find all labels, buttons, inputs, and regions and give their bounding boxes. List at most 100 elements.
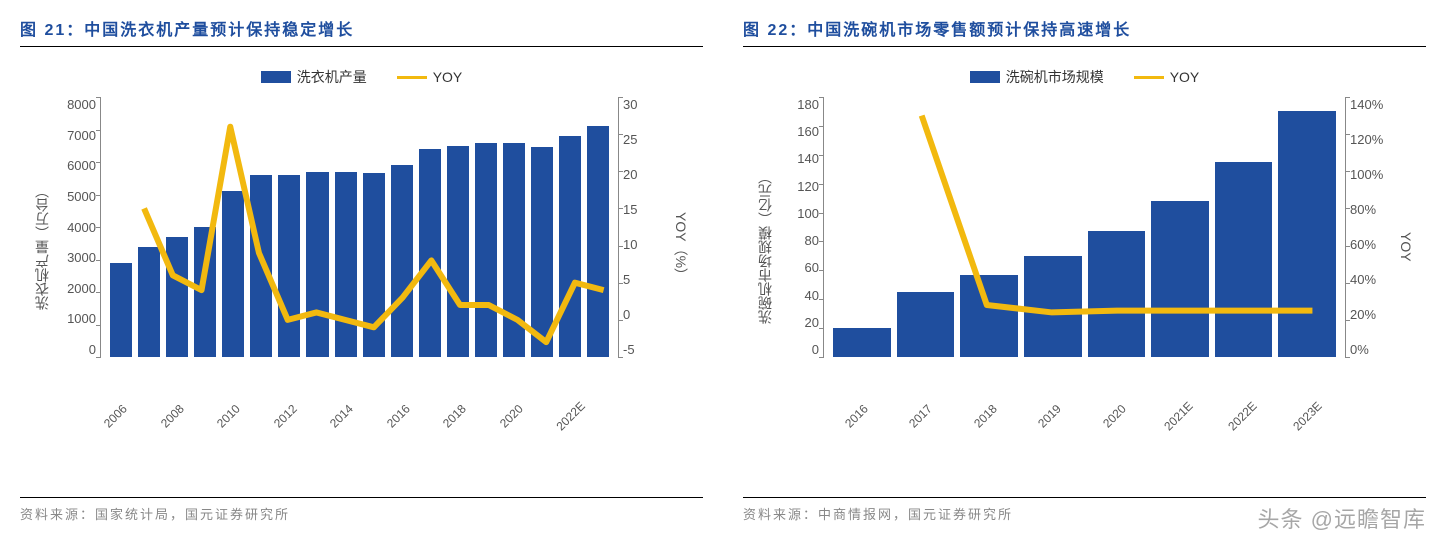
y-tick: 120 xyxy=(777,179,819,194)
chart-left-body: 洗衣机产量 YOY 洗衣机产量（万台） 8000 7000 6000 5000 4000… xyxy=(20,47,703,447)
y-tick: 100% xyxy=(1350,167,1396,182)
y-axis-right-r: 140%120%100%80%60%40%20%0% xyxy=(1346,97,1396,357)
y-tick: 20 xyxy=(777,315,819,330)
source-left: 资料来源：国家统计局，国元证券研究所 xyxy=(20,497,703,523)
line-right xyxy=(824,97,1345,357)
x-tick: 2023E xyxy=(1279,388,1334,443)
legend-bar-right: 洗碗机市场规模 xyxy=(970,67,1104,87)
y-tick: 140 xyxy=(777,151,819,166)
legend-line-label: YOY xyxy=(433,69,463,85)
x-tick: 2018 xyxy=(439,401,469,431)
x-axis-left: 200620082010201220142016201820202022E xyxy=(96,397,623,411)
y-tick: 180 xyxy=(777,97,819,112)
x-tick: 2016 xyxy=(829,388,884,443)
y-tick: 4000 xyxy=(54,220,96,235)
x-tick: 2020 xyxy=(1086,388,1141,443)
chart-left: 图 21：中国洗衣机产量预计保持稳定增长 洗衣机产量 YOY 洗衣机产量（万台）… xyxy=(20,10,703,447)
legend-line-left: YOY xyxy=(397,67,463,87)
y-tick: 0 xyxy=(623,307,669,322)
line-left xyxy=(101,97,618,357)
y-tick: 5 xyxy=(623,272,669,287)
y-tick: 15 xyxy=(623,202,669,217)
y-tick: 20% xyxy=(1350,307,1396,322)
y-tick: 8000 xyxy=(54,97,96,112)
yoy-line xyxy=(144,127,604,342)
y-tick: 160 xyxy=(777,124,819,139)
y-tick: 60 xyxy=(777,260,819,275)
x-axis-right: 201620172018201920202021E2022E2023E xyxy=(819,397,1346,411)
line-swatch-icon xyxy=(1134,76,1164,79)
y-tick: 80% xyxy=(1350,202,1396,217)
chart-right-legend: 洗碗机市场规模 YOY xyxy=(753,67,1416,87)
y-tick: 2000 xyxy=(54,281,96,296)
y-tick: 0 xyxy=(54,342,96,357)
plot-area-right xyxy=(823,97,1346,357)
y-left-label-r: 洗碗机市场规模（亿元） xyxy=(753,97,777,397)
x-tick: 2022E xyxy=(553,399,587,433)
y-axis-left-r: 180 160 140 120 100 80 60 40 20 0 xyxy=(777,97,823,357)
y-tick: 3000 xyxy=(54,250,96,265)
x-tick: 2020 xyxy=(496,401,526,431)
x-tick xyxy=(411,401,441,431)
chart-right-title: 图 22：中国洗碗机市场零售额预计保持高速增长 xyxy=(743,10,1426,47)
bar-swatch-icon xyxy=(261,71,291,83)
x-tick xyxy=(298,401,328,431)
y-tick: 0 xyxy=(777,342,819,357)
chart-right-body: 洗碗机市场规模 YOY 洗碗机市场规模（亿元） 180 160 140 120 100 8… xyxy=(743,47,1426,447)
x-tick: 2016 xyxy=(383,401,413,431)
y-tick: 40 xyxy=(777,288,819,303)
chart-left-legend: 洗衣机产量 YOY xyxy=(30,67,693,87)
legend-bar-label: 洗碗机市场规模 xyxy=(1006,67,1104,87)
x-tick xyxy=(524,401,554,431)
plot-wrap-right: 洗碗机市场规模（亿元） 180 160 140 120 100 80 60 40 20 0 140… xyxy=(753,97,1416,397)
y-axis-right: 30 25 20 15 10 5 0 -5 xyxy=(619,97,669,357)
plot-area-left xyxy=(100,97,619,357)
chart-left-title: 图 21：中国洗衣机产量预计保持稳定增长 xyxy=(20,10,703,47)
x-tick: 2022E xyxy=(1215,388,1270,443)
x-tick xyxy=(185,401,215,431)
watermark: 头条 @远瞻智库 xyxy=(1258,502,1426,534)
y-tick: 100 xyxy=(777,206,819,221)
charts-row: 图 21：中国洗衣机产量预计保持稳定增长 洗衣机产量 YOY 洗衣机产量（万台）… xyxy=(20,10,1426,447)
y-tick: 25 xyxy=(623,132,669,147)
y-left-label: 洗衣机产量（万台） xyxy=(30,97,54,397)
legend-line-label: YOY xyxy=(1170,69,1200,85)
legend-bar-label: 洗衣机产量 xyxy=(297,67,367,87)
y-tick: -5 xyxy=(623,342,669,357)
x-tick: 2014 xyxy=(326,401,356,431)
y-right-label-r: YOY xyxy=(1396,97,1416,397)
x-tick xyxy=(355,401,385,431)
y-tick: 10 xyxy=(623,237,669,252)
y-tick: 20 xyxy=(623,167,669,182)
legend-line-right: YOY xyxy=(1134,67,1200,87)
bar-swatch-icon xyxy=(970,71,1000,83)
y-tick: 1000 xyxy=(54,311,96,326)
y-tick: 0% xyxy=(1350,342,1396,357)
y-tick: 7000 xyxy=(54,128,96,143)
y-axis-left: 8000 7000 6000 5000 4000 3000 2000 1000 0 xyxy=(54,97,100,357)
y-right-label: YOY（%） xyxy=(669,97,693,397)
yoy-line xyxy=(922,116,1313,313)
legend-bar-left: 洗衣机产量 xyxy=(261,67,367,87)
footer-row: 资料来源：国家统计局，国元证券研究所 资料来源：中商情报网，国元证券研究所 xyxy=(20,497,1426,523)
x-tick xyxy=(242,401,272,431)
x-tick: 2019 xyxy=(1022,388,1077,443)
x-tick xyxy=(587,401,617,431)
x-tick: 2006 xyxy=(100,401,130,431)
x-tick: 2010 xyxy=(213,401,243,431)
y-tick: 6000 xyxy=(54,158,96,173)
x-tick xyxy=(129,401,159,431)
chart-right: 图 22：中国洗碗机市场零售额预计保持高速增长 洗碗机市场规模 YOY 洗碗机市… xyxy=(743,10,1426,447)
y-tick: 40% xyxy=(1350,272,1396,287)
y-tick: 30 xyxy=(623,97,669,112)
y-tick: 120% xyxy=(1350,132,1396,147)
line-swatch-icon xyxy=(397,76,427,79)
x-tick: 2021E xyxy=(1151,388,1206,443)
y-tick: 140% xyxy=(1350,97,1396,112)
x-tick: 2017 xyxy=(893,388,948,443)
x-tick: 2008 xyxy=(157,401,187,431)
x-tick: 2018 xyxy=(958,388,1013,443)
plot-wrap-left: 洗衣机产量（万台） 800070006000500040003000200010… xyxy=(30,97,693,397)
y-tick: 80 xyxy=(777,233,819,248)
y-tick: 5000 xyxy=(54,189,96,204)
